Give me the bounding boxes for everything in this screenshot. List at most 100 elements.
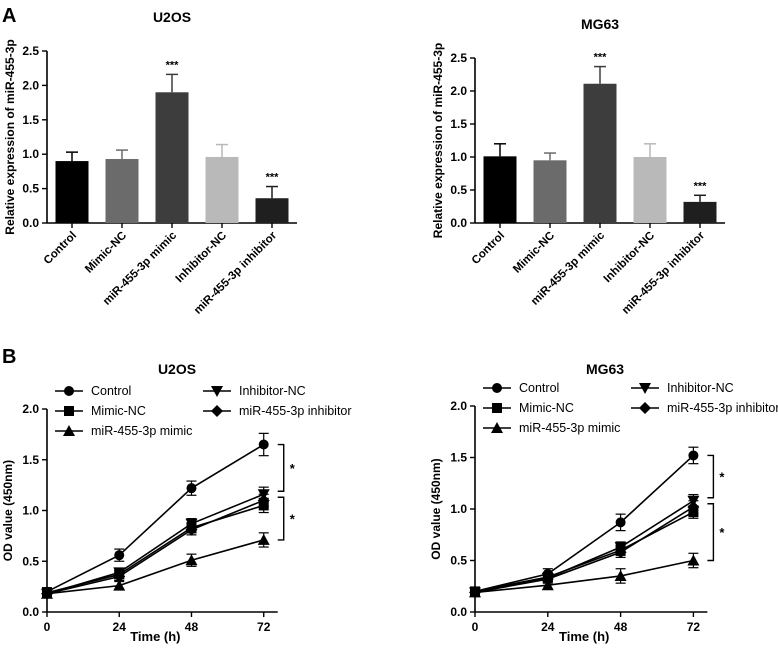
data-point bbox=[492, 403, 502, 413]
chart-title: U2OS bbox=[153, 9, 191, 25]
data-point bbox=[614, 569, 627, 581]
chart-title: MG63 bbox=[586, 361, 624, 377]
significance-bracket: * bbox=[277, 443, 296, 492]
bar bbox=[255, 198, 289, 223]
significance-label: * bbox=[290, 461, 296, 476]
series-line bbox=[46, 443, 265, 593]
y-tick-label: 0.0 bbox=[450, 605, 467, 619]
series-line bbox=[46, 493, 265, 595]
bracket-line bbox=[707, 454, 715, 499]
data-point bbox=[211, 386, 223, 397]
bar bbox=[583, 83, 617, 224]
data-point bbox=[687, 500, 700, 513]
x-tick-label: Inhibitor-NC bbox=[602, 230, 657, 285]
legend-item: miR-455-3p inhibitor bbox=[631, 401, 778, 415]
series-line bbox=[474, 511, 694, 593]
bar bbox=[483, 156, 517, 223]
data-point bbox=[614, 546, 627, 559]
data-point bbox=[687, 554, 700, 566]
data-point bbox=[541, 573, 554, 586]
y-tick-label: 0.0 bbox=[450, 216, 467, 230]
y-tick-label: 1.0 bbox=[22, 504, 39, 518]
bar bbox=[533, 160, 567, 223]
x-tick-label: 0 bbox=[44, 620, 51, 634]
bar bbox=[633, 157, 667, 223]
bar-chart-mg63: 0.0 0.5 1.0 1.5 2.0 2.5 Relative expression of… bbox=[431, 16, 725, 317]
panel-label-a: A bbox=[2, 5, 16, 27]
series-inhibitor-nc bbox=[41, 486, 270, 600]
series-line bbox=[46, 539, 264, 595]
series-mir-455-3p-mimic bbox=[41, 532, 270, 599]
y-axis-label: Relative expression of miR-455-3p bbox=[431, 43, 445, 238]
significance-bracket: * bbox=[707, 503, 725, 562]
series-line bbox=[474, 559, 694, 594]
series-mir-455-3p-inhibitor bbox=[469, 500, 700, 599]
legend-label: miR-455-3p inhibitor bbox=[239, 404, 352, 418]
y-tick-label: 1.5 bbox=[450, 451, 467, 465]
legend-label: miR-455-3p mimic bbox=[91, 424, 192, 438]
legend-item: Mimic-NC bbox=[483, 401, 574, 415]
data-point bbox=[615, 517, 626, 528]
line-chart-mg63: 0.0 0.5 1.0 1.5 2.0 OD value (450nm) MG63 0 24 48… bbox=[429, 361, 778, 644]
data-point bbox=[257, 494, 270, 507]
x-tick-label: Mimic-NC bbox=[83, 230, 129, 276]
series-mir-455-3p-mimic bbox=[469, 552, 700, 598]
x-tick-label: Control bbox=[42, 230, 79, 267]
series-line bbox=[474, 506, 694, 594]
legend-item: miR-455-3p mimic bbox=[55, 424, 192, 438]
significance-label: * bbox=[719, 470, 725, 485]
y-tick-label: 2.0 bbox=[450, 399, 467, 413]
data-point bbox=[185, 554, 198, 566]
data-point bbox=[64, 386, 74, 396]
bar bbox=[55, 161, 89, 223]
data-point bbox=[639, 402, 651, 414]
panel-label-b: B bbox=[2, 346, 16, 368]
data-point bbox=[492, 383, 502, 393]
x-tick-label: 48 bbox=[614, 620, 628, 634]
data-point bbox=[41, 587, 53, 600]
x-tick-label: Control bbox=[470, 230, 507, 267]
y-tick-label: 2.0 bbox=[450, 84, 467, 98]
x-tick-label: miR-455-3p inhibitor bbox=[620, 229, 707, 316]
significance-bracket: * bbox=[277, 496, 296, 541]
legend-label: miR-455-3p inhibitor bbox=[667, 401, 778, 415]
y-tick-label: 0.0 bbox=[22, 216, 39, 230]
legend-item: Control bbox=[55, 384, 131, 398]
y-tick-label: 2.0 bbox=[22, 78, 39, 92]
y-tick-label: 2.5 bbox=[22, 44, 39, 58]
y-axis-label: OD value (450nm) bbox=[1, 460, 15, 561]
x-axis-label: Time (h) bbox=[559, 629, 609, 644]
bar bbox=[205, 156, 239, 223]
series-inhibitor-nc bbox=[469, 493, 700, 599]
legend-label: Control bbox=[519, 381, 559, 395]
bar bbox=[683, 201, 717, 223]
data-point bbox=[185, 523, 198, 536]
legend-item: miR-455-3p mimic bbox=[483, 421, 620, 435]
bar bbox=[155, 92, 189, 223]
chart-title: MG63 bbox=[581, 16, 619, 32]
series-line bbox=[46, 499, 265, 595]
data-point bbox=[113, 570, 126, 583]
x-tick-label: Mimic-NC bbox=[511, 230, 557, 276]
x-tick-label: 72 bbox=[687, 620, 701, 634]
significance-label: *** bbox=[594, 52, 608, 64]
x-tick-label: Inhibitor-NC bbox=[174, 230, 229, 285]
y-tick-label: 0.0 bbox=[22, 605, 39, 619]
data-point bbox=[211, 405, 223, 417]
data-point bbox=[113, 579, 126, 591]
y-axis-label: OD value (450nm) bbox=[429, 458, 443, 559]
legend-label: Mimic-NC bbox=[91, 404, 146, 418]
legend-label: Inhibitor-NC bbox=[667, 381, 734, 395]
x-tick-label: 0 bbox=[472, 620, 479, 634]
x-tick-label: 24 bbox=[113, 620, 127, 634]
series-control bbox=[470, 446, 699, 597]
legend-item: Inhibitor-NC bbox=[631, 381, 734, 395]
series-line bbox=[474, 500, 694, 594]
y-tick-label: 0.5 bbox=[450, 183, 467, 197]
data-point bbox=[688, 450, 699, 461]
data-point bbox=[491, 422, 503, 433]
data-point bbox=[63, 425, 75, 436]
x-tick-label: 24 bbox=[541, 620, 555, 634]
